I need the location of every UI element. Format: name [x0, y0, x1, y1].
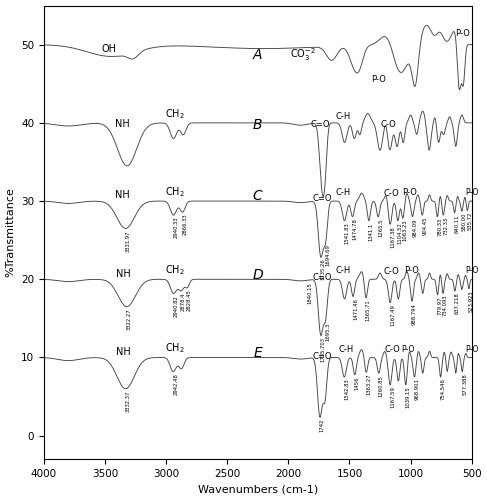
Text: 1167.59: 1167.59: [390, 386, 395, 408]
Text: 1471.46: 1471.46: [353, 298, 358, 320]
Text: P-O: P-O: [401, 346, 415, 354]
Text: 1039.15: 1039.15: [406, 386, 411, 408]
Text: C=O: C=O: [311, 120, 331, 129]
Text: C-H: C-H: [335, 112, 350, 120]
Text: 780.33: 780.33: [437, 218, 442, 236]
Text: 732.33: 732.33: [443, 216, 448, 234]
Text: C-O: C-O: [384, 346, 400, 354]
Text: P-O: P-O: [402, 188, 417, 197]
Text: CH$_2$: CH$_2$: [165, 263, 185, 277]
Text: 1735.26: 1735.26: [321, 258, 326, 280]
Text: 3331.97: 3331.97: [126, 230, 131, 252]
Text: 640.11: 640.11: [454, 214, 460, 233]
Text: 2940.33: 2940.33: [173, 216, 178, 238]
Text: 1474.78: 1474.78: [353, 218, 357, 240]
Text: 535.72: 535.72: [467, 212, 472, 231]
Text: P-O: P-O: [465, 188, 478, 197]
Text: 1742: 1742: [320, 419, 325, 432]
Text: NH: NH: [116, 346, 131, 356]
Text: C-H: C-H: [335, 266, 350, 276]
Text: 637.218: 637.218: [455, 292, 460, 314]
Text: C-H: C-H: [335, 188, 350, 197]
Text: C-O: C-O: [380, 120, 396, 129]
Text: 1363.27: 1363.27: [366, 374, 371, 396]
Text: 1265.5: 1265.5: [378, 218, 383, 237]
Text: CH$_2$: CH$_2$: [165, 106, 185, 120]
Text: CH$_2$: CH$_2$: [165, 342, 185, 355]
Text: C-H: C-H: [338, 344, 354, 354]
Y-axis label: %Transmittance: %Transmittance: [5, 188, 16, 278]
Text: P-O: P-O: [455, 30, 469, 38]
Text: 577.388: 577.388: [462, 373, 467, 395]
Text: 2940.82: 2940.82: [173, 295, 178, 317]
Text: P-O: P-O: [465, 266, 478, 276]
Text: 754.546: 754.546: [441, 378, 446, 400]
Text: 1260.85: 1260.85: [379, 374, 384, 396]
Text: 1063.23: 1063.23: [403, 220, 408, 242]
Text: 2866.33: 2866.33: [183, 214, 187, 236]
Text: 1541.83: 1541.83: [344, 222, 349, 244]
Text: P-O: P-O: [405, 266, 419, 276]
Text: 2942.48: 2942.48: [173, 373, 178, 395]
Text: 2828.45: 2828.45: [187, 290, 192, 312]
Text: 1104.52: 1104.52: [398, 222, 403, 244]
Text: NH: NH: [116, 268, 131, 278]
Text: 1167.38: 1167.38: [390, 226, 395, 248]
Text: E: E: [253, 346, 262, 360]
Text: 523.923: 523.923: [468, 290, 474, 312]
Text: 3332.37: 3332.37: [126, 390, 131, 411]
Text: 1695.3: 1695.3: [326, 322, 331, 340]
Text: 3322.27: 3322.27: [127, 308, 132, 330]
Text: CO$_3^{-2}$: CO$_3^{-2}$: [290, 46, 316, 64]
Text: 1365.71: 1365.71: [366, 299, 371, 321]
Text: 580.00: 580.00: [462, 213, 467, 232]
Text: NH: NH: [115, 119, 130, 129]
Text: 984.09: 984.09: [412, 218, 417, 237]
Text: OH: OH: [101, 44, 116, 54]
Text: NH: NH: [115, 190, 130, 200]
Text: P-O: P-O: [371, 75, 386, 84]
Text: B: B: [253, 118, 262, 132]
Text: 1694.69: 1694.69: [326, 244, 331, 266]
Text: 734.093: 734.093: [443, 295, 448, 316]
Text: C-O: C-O: [383, 189, 399, 198]
Text: 988.794: 988.794: [412, 302, 417, 324]
Text: 1167.49: 1167.49: [390, 304, 395, 326]
Text: C: C: [253, 190, 262, 203]
Text: 904.45: 904.45: [422, 216, 427, 235]
X-axis label: Wavenumbers (cm-1): Wavenumbers (cm-1): [198, 484, 318, 494]
Text: 1542.83: 1542.83: [344, 378, 349, 400]
Text: C=O: C=O: [313, 352, 332, 360]
Text: 1341.1: 1341.1: [369, 222, 374, 240]
Text: 2878.4: 2878.4: [181, 292, 186, 311]
Text: 968.901: 968.901: [414, 378, 419, 400]
Text: C=O: C=O: [313, 272, 332, 281]
Text: P-O: P-O: [465, 346, 478, 354]
Text: 1840.15: 1840.15: [308, 282, 313, 304]
Text: C=O: C=O: [313, 194, 332, 203]
Text: C-O: C-O: [383, 267, 399, 276]
Text: 1456: 1456: [355, 376, 360, 390]
Text: D: D: [252, 268, 263, 281]
Text: A: A: [253, 48, 262, 62]
Text: 1735.703: 1735.703: [320, 336, 326, 361]
Text: CH$_2$: CH$_2$: [165, 185, 185, 198]
Text: 779.97: 779.97: [437, 296, 442, 315]
